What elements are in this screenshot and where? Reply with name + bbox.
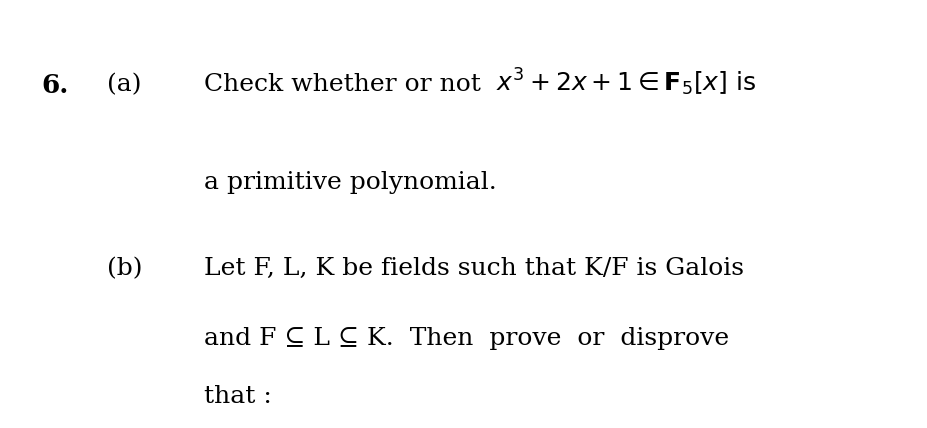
Text: and F ⊆ L ⊆ K.  Then  prove  or  disprove: and F ⊆ L ⊆ K. Then prove or disprove bbox=[204, 327, 729, 351]
Text: Let F, L, K be fields such that K/F is Galois: Let F, L, K be fields such that K/F is G… bbox=[204, 257, 743, 280]
Text: that :: that : bbox=[204, 385, 272, 408]
Text: 6.: 6. bbox=[42, 73, 69, 98]
Text: $x^3 + 2x + 1 \in \mathbf{F}_5[x]$ is: $x^3 + 2x + 1 \in \mathbf{F}_5[x]$ is bbox=[496, 66, 756, 98]
Text: a primitive polynomial.: a primitive polynomial. bbox=[204, 171, 496, 194]
Text: (a): (a) bbox=[107, 73, 141, 96]
Text: Check whether or not: Check whether or not bbox=[204, 73, 489, 96]
Text: (b): (b) bbox=[107, 257, 142, 280]
